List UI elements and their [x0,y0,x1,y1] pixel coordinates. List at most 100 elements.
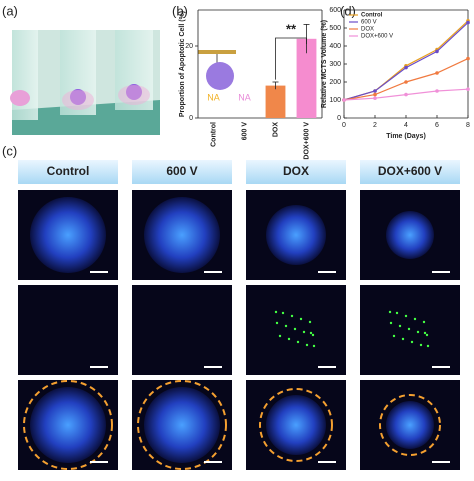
x-tick-label: 0 [342,122,346,129]
marker [435,49,439,54]
dead-cell [309,331,313,335]
dead-cell [398,324,402,328]
marker [373,92,377,97]
significance-bracket [275,37,307,80]
legend-label: 600 V [361,20,377,26]
micrograph [132,285,232,375]
x-tick-label: 4 [404,122,408,129]
marker [466,56,470,61]
value-label: NA [207,92,220,102]
legend-label: DOX+600 V [361,34,393,40]
y-tick-label: 0 [189,115,193,122]
panel-label: (b) [172,3,188,18]
y-axis-label: Proportion of Apoptotic Cell (%) [179,11,186,117]
dead-cell [407,327,411,331]
marker [466,20,470,25]
dead-cell [388,310,392,314]
y-axis-label: Relative MCTS Volume (%) [321,20,328,108]
outline [137,380,227,470]
marker [373,96,377,100]
dead-cell [413,317,417,321]
micrograph [18,285,118,375]
legend-label: DOX [361,27,374,33]
micrograph [246,285,346,375]
dead-cell [287,337,291,341]
column-title: Control [47,164,90,178]
dead-cell [311,333,315,337]
dead-cell [284,324,288,328]
x-tick-label: Control [210,122,217,147]
marker [435,89,439,93]
micrograph [360,285,460,375]
dead-cell [274,310,278,314]
y-tick-label: 500 [329,25,341,32]
column-title: 600 V [166,164,197,178]
x-tick-label: DOX [272,122,279,138]
dead-cell [389,321,393,325]
column-header [18,160,118,184]
dead-cell [423,331,427,335]
legend-label: Control [361,13,383,19]
dead-cell [392,334,396,338]
annotation: ** [286,21,297,36]
dead-cell [395,311,399,315]
spheroid [30,387,106,463]
marker [404,80,408,84]
marker [404,92,408,97]
y-tick-label: 20 [185,43,193,50]
y-tick-label: 600 [329,7,341,14]
spheroid [386,401,434,449]
y-tick-label: 400 [329,43,341,50]
dead-cell [296,340,300,344]
dead-cell [401,337,405,341]
x-tick-label: 600 V [241,122,248,141]
dead-cell [305,343,309,347]
x-tick-label: 8 [466,122,470,129]
outline [379,394,441,456]
dead-cell [281,311,285,315]
panel-c: Control 600 V DOX DOX+600 V [18,160,460,470]
y-tick-label: 100 [329,97,341,104]
dead-cell [404,314,408,318]
illustration [10,30,160,135]
marker [342,98,346,102]
dead-cell [275,321,279,325]
spheroid [266,205,326,265]
marker [466,87,470,91]
column-header [132,160,232,184]
x-tick-label: 2 [373,122,377,129]
marker [435,71,439,75]
column-header [360,160,460,184]
spheroid [266,395,326,455]
marker [373,89,377,93]
inset [198,50,236,90]
column-title: DOX [283,164,309,178]
bar [296,38,317,118]
spheroid [144,197,220,273]
x-tick-label: DOX+600 V [303,122,310,160]
dead-cell [308,320,312,324]
value-label: NA [238,92,251,102]
y-tick-label: 300 [329,61,341,68]
dead-cell [410,340,414,344]
marker [404,65,408,70]
bar [265,85,286,118]
panel-label: (a) [2,3,18,18]
spheroid [30,197,106,273]
spheroid [144,387,220,463]
dead-cell [299,317,303,321]
dead-cell [419,343,423,347]
x-axis-label: Time (Days) [386,133,426,140]
dead-cell [278,334,282,338]
dead-cell [422,320,426,324]
y-tick-label: 0 [337,115,341,122]
y-tick-label: 200 [329,79,341,86]
column-title: DOX+600 V [378,164,442,178]
column-header [246,160,346,184]
panel-label: (c) [2,143,17,158]
dead-cell [426,344,430,348]
dead-cell [416,330,420,334]
dead-cell [425,333,429,337]
